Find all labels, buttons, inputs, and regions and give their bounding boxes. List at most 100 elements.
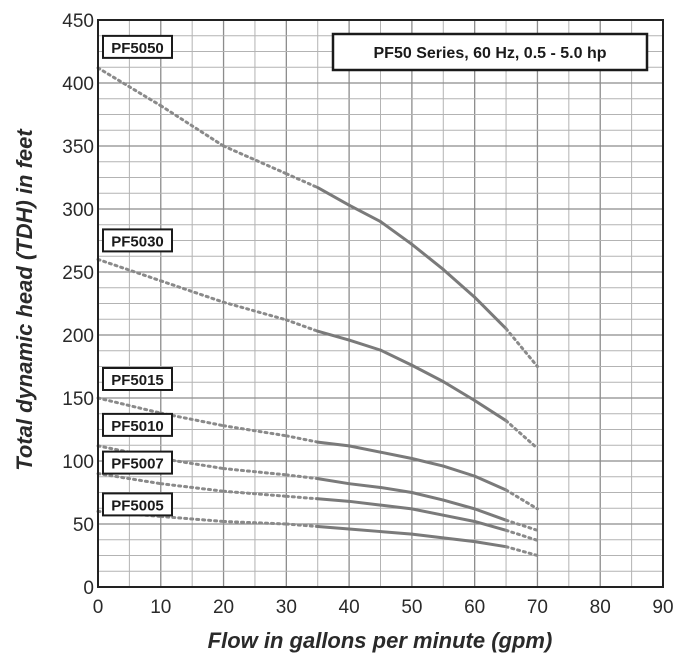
series-pf5030	[96, 257, 539, 450]
x-tick-label: 60	[464, 597, 485, 618]
x-tick-label: 30	[276, 597, 297, 618]
y-tick-label: 0	[83, 578, 94, 599]
series-label-frame	[102, 34, 173, 59]
series-segment	[222, 300, 288, 322]
y-tick-label: 250	[62, 263, 94, 284]
series-pf5005	[96, 509, 539, 557]
series-segment	[473, 519, 508, 532]
series-segment	[159, 104, 226, 148]
series-segment	[379, 220, 414, 246]
x-tick-labels: 0 10 20 30 40 50 60 70 80 90	[93, 597, 674, 618]
y-tick-label: 300	[62, 200, 94, 221]
series-segment	[473, 474, 508, 492]
series-segment	[222, 519, 288, 526]
series-segment	[410, 242, 445, 271]
series-label-text: PF5005	[111, 497, 164, 514]
series-pf5015	[96, 396, 539, 511]
series-segment	[410, 532, 445, 540]
series-segment	[222, 144, 288, 176]
series-segment	[441, 267, 477, 299]
x-tick-label: 40	[339, 597, 360, 618]
chart-title: PF50 Series, 60 Hz, 0.5 - 5.0 hp	[374, 45, 607, 62]
series-segment	[96, 257, 163, 283]
y-tick-label: 50	[73, 515, 94, 536]
series-segment	[379, 485, 414, 494]
series-segment	[473, 399, 508, 423]
series-segment	[504, 327, 539, 368]
series-label-frame	[102, 367, 173, 391]
series-label-pf5010: PF5010	[102, 412, 173, 437]
series-pf5007	[96, 472, 539, 542]
series-segment	[316, 525, 351, 531]
x-tick-label: 0	[93, 597, 104, 618]
series-label-text: PF5007	[111, 456, 164, 473]
series-segment	[347, 203, 382, 224]
series-segment	[316, 477, 351, 486]
series-segment	[379, 348, 414, 367]
series-label-pf5030: PF5030	[102, 228, 173, 253]
series-label-pf5005: PF5005	[102, 492, 173, 517]
y-tick-label: 350	[62, 137, 94, 158]
series-segment	[504, 528, 539, 542]
series-segment	[410, 507, 445, 517]
x-axis-title: Flow in gallons per minute (gpm)	[208, 628, 553, 653]
series-segment	[316, 329, 351, 342]
series-segment	[441, 498, 477, 511]
series-segment	[96, 66, 163, 108]
series-segment	[96, 472, 163, 486]
plot-frame	[97, 19, 664, 588]
y-tick-label: 450	[62, 11, 94, 32]
x-tick-label: 10	[150, 597, 171, 618]
y-axis-title: Total dynamic head (TDH) in feet	[12, 128, 37, 471]
series-segment	[316, 497, 351, 503]
series-segment	[347, 527, 382, 534]
series-segment	[504, 545, 539, 557]
series-pf5050	[96, 66, 539, 368]
series-segment	[159, 514, 226, 523]
series-label-frame	[102, 492, 173, 517]
series-segment	[316, 440, 351, 448]
x-tick-label: 80	[590, 597, 611, 618]
y-tick-label: 150	[62, 389, 94, 410]
series-segment	[316, 186, 351, 207]
series-segment	[379, 503, 414, 511]
series-segment	[284, 172, 320, 190]
series-segment	[410, 363, 445, 384]
x-tick-label: 70	[527, 597, 548, 618]
series-labels: PF5050 PF5030 PF5015 PF5010 PF5007 PF5005	[102, 34, 173, 517]
series-segment	[473, 295, 508, 331]
series-label-frame	[102, 450, 173, 475]
series-segment	[441, 536, 477, 544]
series-label-frame	[102, 228, 173, 253]
series-segment	[441, 380, 477, 403]
series-segment	[159, 279, 226, 304]
series-label-frame	[102, 412, 173, 437]
series-segment	[473, 540, 508, 549]
series-segment	[347, 338, 382, 352]
series-segment	[504, 518, 539, 532]
series-segment	[284, 434, 320, 444]
x-tick-label: 90	[652, 597, 673, 618]
y-tick-labels: 0 50 100 150 200 250 300 350 400 450	[62, 11, 94, 599]
series-segment	[504, 419, 539, 450]
series-segment	[504, 488, 539, 511]
series-segment	[284, 318, 320, 333]
series-label-text: PF5015	[111, 372, 164, 389]
series-segment	[96, 396, 163, 415]
series-segment	[284, 494, 320, 501]
series-label-pf5007: PF5007	[102, 450, 173, 475]
series-segment	[284, 473, 320, 481]
series-segment	[473, 507, 508, 522]
y-tick-label: 100	[62, 452, 94, 473]
series-label-pf5015: PF5015	[102, 367, 173, 391]
series-label-text: PF5030	[111, 233, 164, 250]
series-segment	[379, 530, 414, 536]
series-segment	[379, 450, 414, 460]
series-segment	[347, 499, 382, 507]
series-segment	[347, 482, 382, 489]
series-label-text: PF5010	[111, 418, 164, 435]
y-tick-label: 400	[62, 74, 94, 95]
series-label-text: PF5050	[111, 40, 164, 57]
series-lines	[96, 66, 539, 557]
